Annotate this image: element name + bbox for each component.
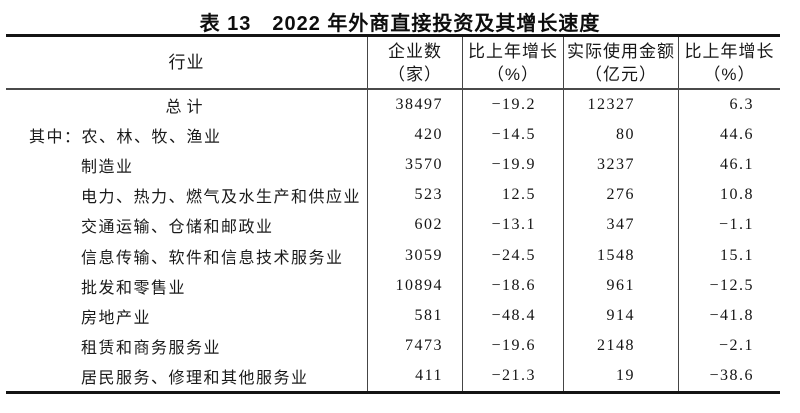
enterprise-growth-cell: −19.6 — [463, 330, 564, 361]
industry-cell: 居民服务、修理和其他服务业 — [6, 360, 368, 391]
enterprise-growth-cell: −14.5 — [463, 120, 564, 151]
table-row-resident-services: 居民服务、修理和其他服务业 411 −21.3 19 −38.6 — [6, 360, 780, 391]
row-label: 房地产业 — [81, 309, 152, 327]
table-title: 表 13 2022 年外商直接投资及其增长速度 — [199, 13, 601, 35]
utilized-amount-cell: 2148 — [564, 330, 679, 361]
row-label: 电力、热力、燃气及水生产和供应业 — [81, 189, 362, 207]
header-enterprise-growth-line2: （%） — [486, 64, 540, 84]
enterprise-growth-cell: −48.4 — [463, 300, 564, 331]
table-row-manufacturing: 制造业 3570 −19.9 3237 46.1 — [6, 150, 780, 181]
row-label: 租赁和商务服务业 — [81, 339, 222, 357]
enterprise-count-cell: 581 — [368, 300, 463, 331]
industry-cell: 制造业 — [6, 150, 368, 181]
enterprise-growth-cell: −19.2 — [463, 90, 564, 121]
table-row-transport: 交通运输、仓储和邮政业 602 −13.1 347 −1.1 — [6, 210, 780, 241]
header-industry-label: 行业 — [168, 53, 205, 72]
header-utilized-amount-line1: 实际使用金额 — [567, 41, 675, 61]
table-row-leasing-business: 租赁和商务服务业 7473 −19.6 2148 −2.1 — [6, 330, 780, 361]
amount-growth-cell: 6.3 — [729, 96, 754, 114]
amount-growth-cell: −1.1 — [718, 216, 754, 234]
industry-cell: 信息传输、软件和信息技术服务业 — [6, 240, 368, 271]
header-enterprise-count-line2: （家） — [388, 64, 442, 84]
header-amount-growth-line2: （%） — [703, 64, 756, 84]
enterprise-count-cell: 602 — [368, 210, 463, 241]
utilized-amount-cell: 914 — [564, 300, 679, 331]
utilized-amount-cell: 1548 — [564, 240, 679, 271]
enterprise-count-cell: 38497 — [368, 90, 463, 121]
table-row-wholesale-retail: 批发和零售业 10894 −18.6 961 −12.5 — [6, 270, 780, 301]
table-row-total: 总计 38497 −19.2 12327 6.3 — [6, 90, 780, 121]
utilized-amount-cell: 80 — [564, 120, 679, 151]
table-row-agriculture: 其中： 农、林、牧、渔业 420 −14.5 80 44.6 — [6, 120, 780, 151]
enterprise-count-cell: 3059 — [368, 240, 463, 271]
enterprise-growth-cell: −18.6 — [463, 270, 564, 301]
enterprise-growth-cell: −19.9 — [463, 150, 564, 181]
amount-growth-cell: −38.6 — [709, 366, 754, 384]
row-label: 批发和零售业 — [81, 279, 187, 297]
header-industry: 行业 — [6, 37, 368, 88]
amount-growth-cell: 44.6 — [720, 126, 754, 144]
header-amount-growth-line1: 比上年增长 — [684, 41, 775, 61]
industry-cell: 交通运输、仓储和邮政业 — [6, 210, 368, 241]
enterprise-count-cell: 7473 — [368, 330, 463, 361]
header-amount-growth: 比上年增长 （%） — [679, 37, 780, 88]
industry-cell: 电力、热力、燃气及水生产和供应业 — [6, 180, 368, 211]
industry-cell: 总计 — [6, 90, 368, 121]
header-utilized-amount-line2: （亿元） — [585, 64, 657, 84]
fdi-table: 行业 企业数 （家） 比上年增长 （%） 实际使用金额 （亿元） 比上年增长 （… — [6, 34, 780, 394]
utilized-amount-cell: 19 — [564, 360, 679, 391]
header-enterprise-growth-line1: 比上年增长 — [468, 41, 558, 61]
amount-growth-cell: 46.1 — [720, 156, 754, 174]
utilized-amount-cell: 347 — [564, 210, 679, 241]
utilized-amount-cell: 12327 — [564, 90, 679, 121]
utilized-amount-cell: 961 — [564, 270, 679, 301]
header-enterprise-count: 企业数 （家） — [368, 37, 463, 88]
amount-growth-cell: 15.1 — [720, 246, 754, 264]
amount-growth-cell: −41.8 — [709, 306, 754, 324]
header-enterprise-count-line1: 企业数 — [388, 41, 442, 61]
row-label: 农、林、牧、渔业 — [81, 129, 222, 147]
enterprise-growth-cell: −21.3 — [463, 360, 564, 391]
enterprise-growth-cell: 12.5 — [463, 180, 564, 211]
table-header-row: 行业 企业数 （家） 比上年增长 （%） 实际使用金额 （亿元） 比上年增长 （… — [6, 37, 780, 90]
row-label: 信息传输、软件和信息技术服务业 — [81, 249, 344, 267]
enterprise-growth-cell: −13.1 — [463, 210, 564, 241]
utilized-amount-cell: 276 — [564, 180, 679, 211]
row-label: 总计 — [165, 99, 208, 117]
table-row-utilities: 电力、热力、燃气及水生产和供应业 523 12.5 276 10.8 — [6, 180, 780, 211]
amount-growth-cell: −12.5 — [709, 276, 754, 294]
enterprise-count-cell: 411 — [368, 360, 463, 391]
table-row-information: 信息传输、软件和信息技术服务业 3059 −24.5 1548 15.1 — [6, 240, 780, 271]
enterprise-count-cell: 420 — [368, 120, 463, 151]
header-enterprise-growth: 比上年增长 （%） — [463, 37, 564, 88]
industry-cell: 房地产业 — [6, 300, 368, 331]
row-label: 交通运输、仓储和邮政业 — [81, 219, 274, 237]
industry-cell: 批发和零售业 — [6, 270, 368, 301]
enterprise-growth-cell: −24.5 — [463, 240, 564, 271]
industry-cell: 租赁和商务服务业 — [6, 330, 368, 361]
row-label: 制造业 — [81, 159, 134, 177]
header-utilized-amount: 实际使用金额 （亿元） — [564, 37, 679, 88]
industry-cell: 其中： 农、林、牧、渔业 — [6, 120, 368, 151]
row-label-prefix: 其中： — [29, 129, 82, 147]
enterprise-count-cell: 523 — [368, 180, 463, 211]
enterprise-count-cell: 10894 — [368, 270, 463, 301]
utilized-amount-cell: 3237 — [564, 150, 679, 181]
enterprise-count-cell: 3570 — [368, 150, 463, 181]
table-row-real-estate: 房地产业 581 −48.4 914 −41.8 — [6, 300, 780, 331]
amount-growth-cell: 10.8 — [720, 186, 754, 204]
row-label: 居民服务、修理和其他服务业 — [81, 369, 309, 387]
amount-growth-cell: −2.1 — [718, 336, 754, 354]
